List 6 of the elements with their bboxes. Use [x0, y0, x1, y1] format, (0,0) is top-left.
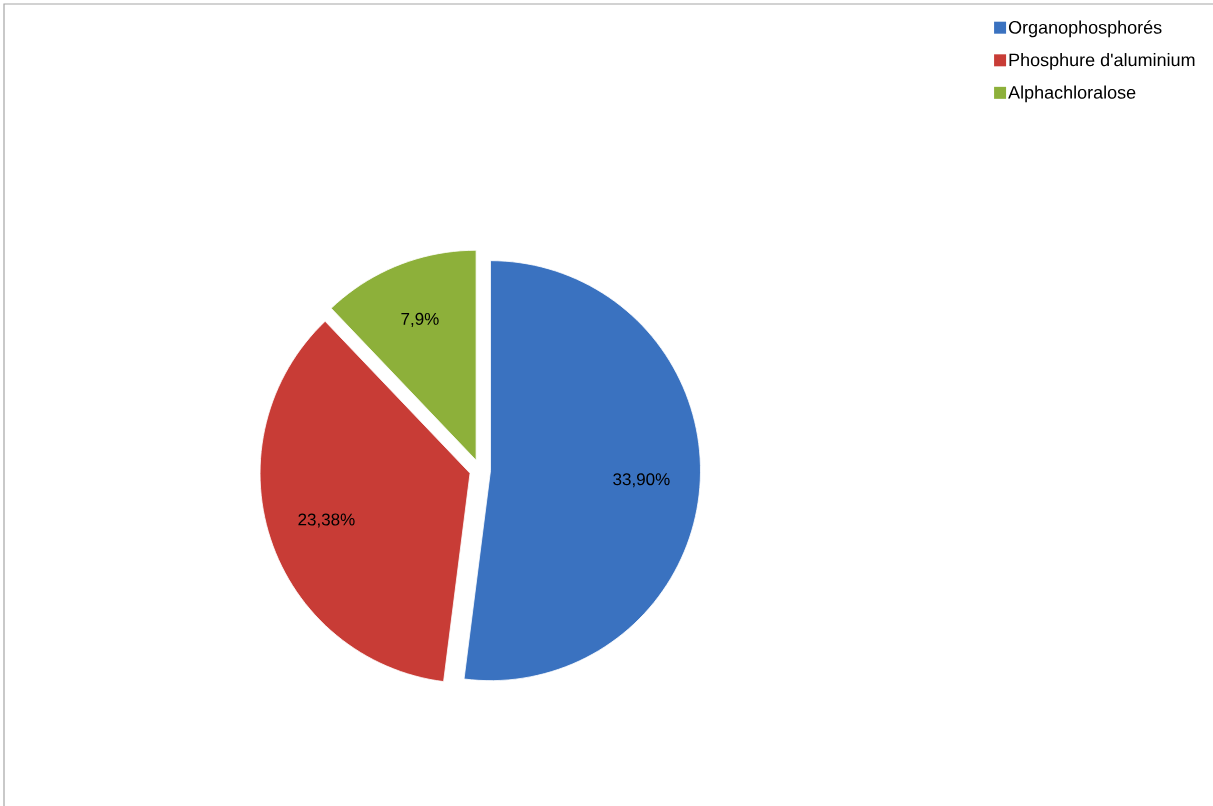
data-label: 33,90% — [613, 473, 670, 488]
data-label: 7,9% — [401, 312, 439, 327]
legend-label: Alphachloralose — [1008, 85, 1136, 103]
data-label: 23,38% — [298, 513, 355, 528]
legend-label: Phosphure d'aluminium — [1009, 53, 1195, 70]
legend-label: Organophosphorés — [1008, 20, 1162, 38]
